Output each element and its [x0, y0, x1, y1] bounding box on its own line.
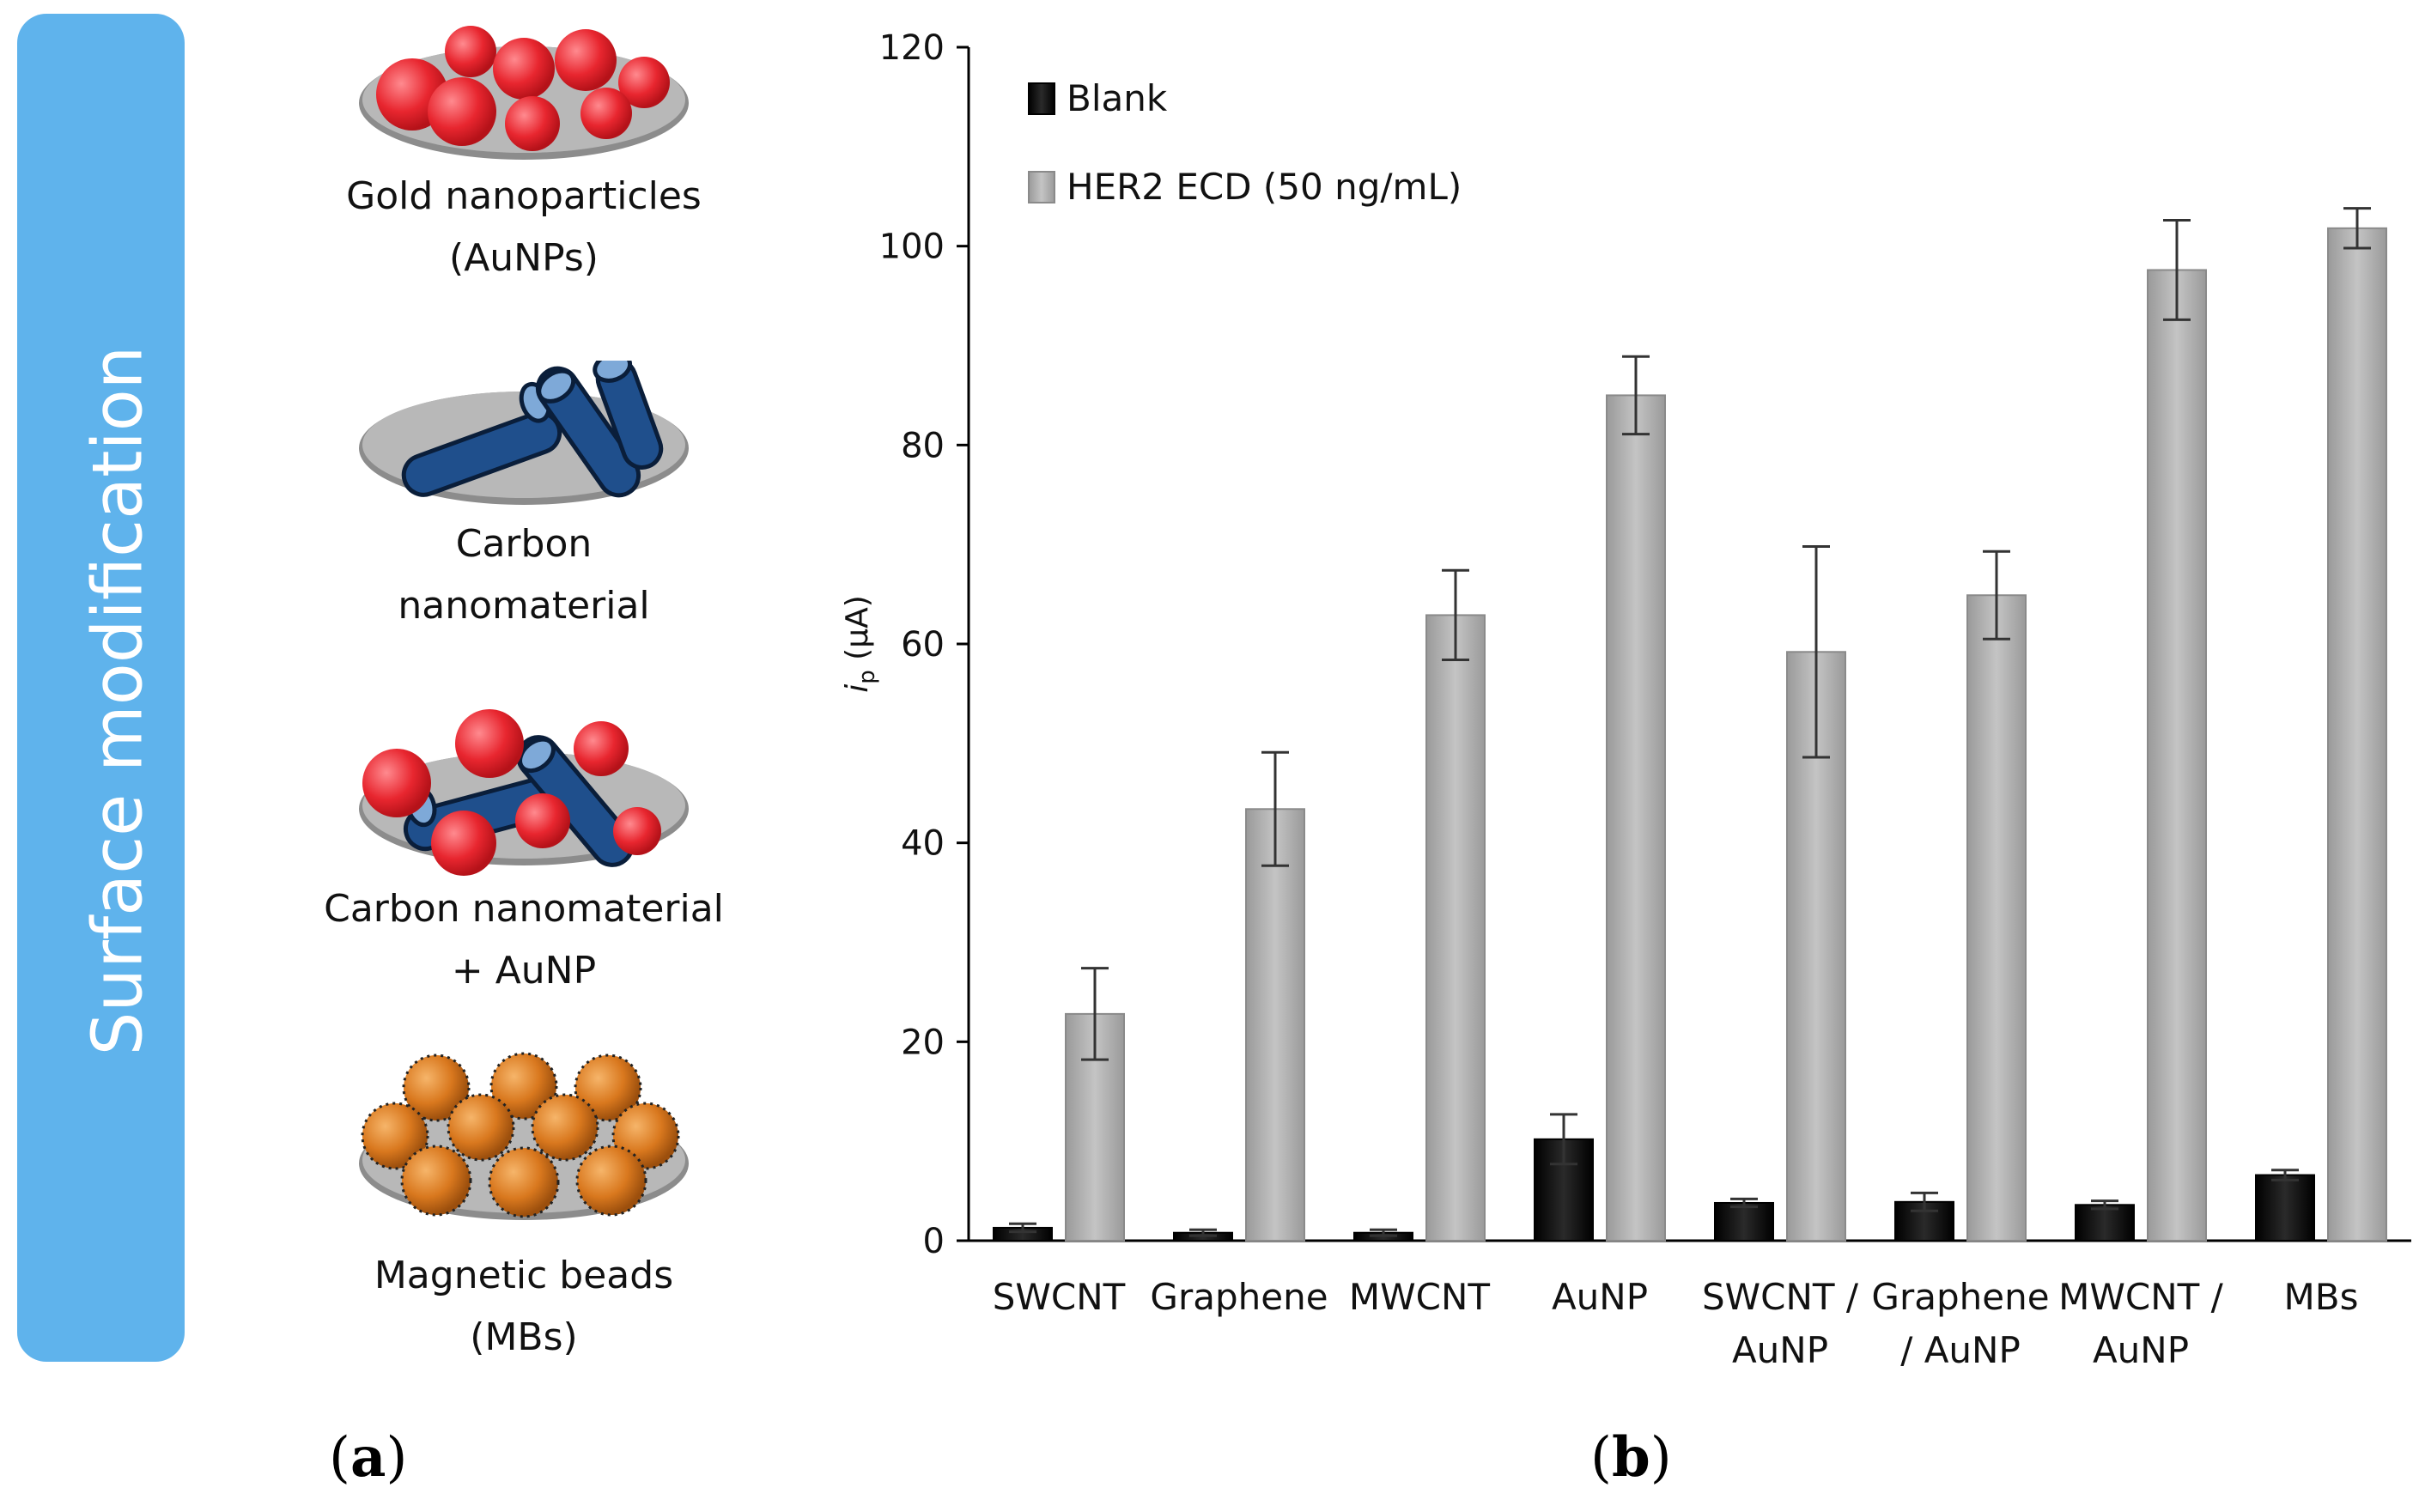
error-bar: [1442, 568, 1469, 662]
legend-label-her2: HER2 ECD (50 ng/mL): [1067, 166, 1462, 208]
her2-bar: [1966, 594, 2027, 1242]
legend-swatch-blank: [1028, 82, 1055, 115]
x-category-label: / AuNP: [1900, 1329, 2021, 1371]
x-category-label: AuNP: [2093, 1329, 2189, 1371]
y-axis-label-unit: (µA): [840, 595, 875, 670]
x-category-label: AuNP: [1732, 1329, 1828, 1371]
error-bar: [2091, 1199, 2118, 1211]
y-axis-label-symbol: i: [840, 684, 875, 693]
her2-bar: [2327, 227, 2387, 1242]
x-category-label: SWCNT: [993, 1276, 1126, 1318]
error-bar: [1370, 1228, 1397, 1237]
panel-a-label: (a): [329, 1425, 408, 1490]
carbon-aunp-illustration: [359, 709, 689, 876]
error-bar: [2271, 1169, 2299, 1181]
carbon-aunp-label: Carbon nanomaterial + AuNP: [324, 887, 724, 993]
error-bar: [1622, 355, 1650, 436]
error-bar: [1911, 1191, 1938, 1212]
y-tick-label: 60: [901, 625, 945, 665]
magnetic-beads-label: Magnetic beads (MBs): [374, 1254, 674, 1359]
gold-nanoparticles-label: Gold nanoparticles (AuNPs): [346, 174, 702, 280]
x-category-label: MWCNT /: [2058, 1276, 2224, 1318]
y-tick-label: 0: [923, 1222, 945, 1261]
her2-bar: [1245, 808, 1305, 1242]
error-bar: [2343, 207, 2371, 250]
error-bar: [1009, 1222, 1036, 1234]
error-bar: [1261, 750, 1289, 867]
y-tick-label: 40: [901, 824, 945, 864]
magnetic-beads-illustration: [359, 1052, 689, 1220]
blank-bar: [2255, 1174, 2315, 1242]
panel-b-label: (b): [1590, 1425, 1672, 1490]
her2-bar: [1606, 394, 1666, 1242]
blank-bar: [2075, 1204, 2135, 1242]
error-bar: [1802, 544, 1830, 759]
blank-bar: [1714, 1201, 1774, 1242]
y-tick-label: 100: [879, 228, 945, 267]
carbon-nanomaterial-label: Carbon nanomaterial: [398, 522, 650, 628]
y-tick-label: 80: [901, 426, 945, 465]
gold-nanoparticles-illustration: [359, 26, 689, 160]
error-bar: [1730, 1197, 1758, 1209]
error-bar: [1081, 967, 1109, 1061]
legend-swatch-her2: [1028, 171, 1055, 203]
carbon-nanomaterial-illustration: [359, 361, 689, 505]
y-axis-label-subscript: p: [854, 670, 880, 684]
error-bar: [1189, 1228, 1217, 1237]
x-category-label: Graphene: [1871, 1276, 2049, 1318]
x-category-label: SWCNT /: [1702, 1276, 1859, 1318]
error-bar: [1550, 1113, 1577, 1166]
surface-modification-banner: Surface modification: [17, 14, 185, 1362]
x-category-label: MWCNT: [1349, 1276, 1491, 1318]
y-tick-label: 120: [879, 28, 945, 68]
her2-bar: [2147, 269, 2207, 1242]
x-category-label: Graphene: [1150, 1276, 1328, 1318]
y-tick-label: 20: [901, 1023, 945, 1062]
x-category-label: AuNP: [1552, 1276, 1648, 1318]
error-bar: [2163, 219, 2191, 321]
her2-bar: [1425, 614, 1486, 1242]
error-bar: [1983, 550, 2010, 641]
x-category-label: MBs: [2284, 1276, 2359, 1318]
y-axis-label: ip (µA): [840, 595, 880, 693]
legend-label-blank: Blank: [1067, 77, 1168, 119]
